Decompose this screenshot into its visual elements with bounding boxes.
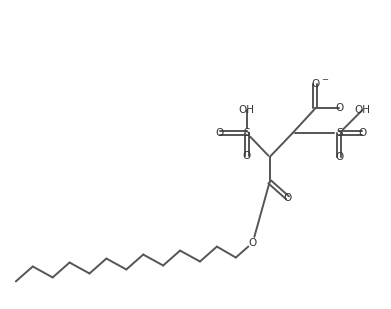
Text: OH: OH [354, 105, 370, 115]
Text: O: O [335, 103, 343, 113]
Text: O: O [243, 151, 251, 161]
Text: −: − [321, 75, 328, 84]
Text: O: O [283, 193, 292, 203]
Text: OH: OH [239, 105, 255, 115]
Text: S: S [336, 128, 343, 138]
Text: O: O [249, 238, 257, 248]
Text: O: O [311, 79, 319, 89]
Text: O: O [358, 128, 366, 138]
Text: S: S [244, 128, 250, 138]
Text: O: O [216, 128, 224, 138]
Text: O: O [335, 152, 343, 162]
